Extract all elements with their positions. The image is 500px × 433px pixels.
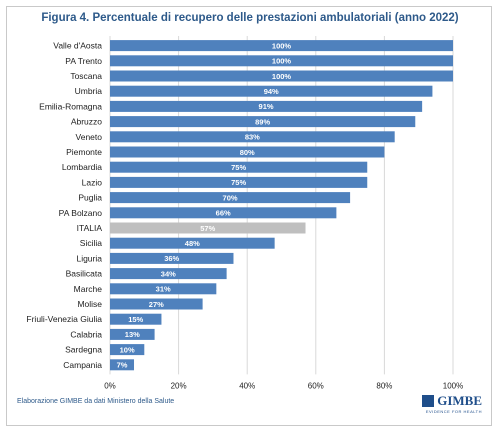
bar: [110, 359, 135, 371]
x-tick-label: 100%: [443, 381, 463, 390]
value-label: 83%: [245, 133, 260, 142]
value-label: 100%: [272, 41, 292, 50]
category-label: Toscana: [70, 71, 102, 81]
gimbe-logo: GIMBE EVIDENCE FOR HEALTH: [422, 392, 482, 414]
category-label: Friuli-Venezia Giulia: [26, 314, 102, 324]
bar: [110, 116, 416, 128]
bar: [110, 313, 162, 325]
value-label: 7%: [117, 361, 128, 370]
value-label: 36%: [164, 254, 179, 263]
logo-mark-icon: [422, 394, 435, 407]
category-label: Sicilia: [80, 238, 102, 248]
bar: [110, 55, 453, 67]
bar: [110, 70, 453, 82]
bar: [110, 161, 368, 173]
x-tick-label: 20%: [171, 381, 187, 390]
x-tick-label: 0%: [104, 381, 116, 390]
bar: [110, 192, 351, 204]
value-label: 80%: [240, 148, 255, 157]
bar: [110, 344, 145, 356]
category-label: Calabria: [70, 329, 102, 339]
bar: [110, 176, 368, 188]
value-label: 89%: [255, 117, 270, 126]
category-label: Lombardia: [62, 162, 102, 172]
category-label: Lazio: [82, 177, 103, 187]
x-tick-label: 80%: [376, 381, 392, 390]
bar: [110, 283, 217, 295]
value-label: 34%: [161, 269, 176, 278]
category-label: PA Trento: [65, 56, 102, 66]
value-label: 48%: [185, 239, 200, 248]
value-label: 15%: [128, 315, 143, 324]
source-note: Elaborazione GIMBE da dati Ministero del…: [17, 398, 175, 405]
value-label: 27%: [149, 300, 164, 309]
category-label: Valle d'Aosta: [53, 41, 102, 51]
category-label: Basilicata: [66, 269, 103, 279]
bar-chart: Valle d'Aosta 100% PA Trento 100% Toscana 100…: [26, 36, 463, 390]
category-label: Puglia: [78, 193, 102, 203]
category-label: ITALIA: [77, 223, 103, 233]
value-label: 10%: [120, 345, 135, 354]
value-label: 66%: [216, 209, 231, 218]
value-label: 100%: [272, 57, 292, 66]
value-label: 75%: [231, 178, 246, 187]
category-label: Sardegna: [65, 345, 102, 355]
bar: [110, 146, 385, 158]
value-label: 94%: [264, 87, 279, 96]
bar: [110, 298, 203, 310]
value-label: 31%: [156, 285, 171, 294]
category-label: Campania: [63, 360, 102, 370]
category-label: Liguria: [76, 253, 102, 263]
category-label: Abruzzo: [71, 117, 102, 127]
logo-name: GIMBE: [437, 392, 482, 408]
bar: [110, 85, 433, 97]
chart-title: Figura 4. Percentuale di recupero delle …: [41, 12, 459, 24]
bar: [110, 131, 395, 143]
x-tick-label: 40%: [239, 381, 255, 390]
category-label: Marche: [74, 284, 103, 294]
value-label: 70%: [223, 193, 238, 202]
category-label: Molise: [77, 299, 102, 309]
value-label: 91%: [259, 102, 274, 111]
category-label: Piemonte: [66, 147, 102, 157]
bar: [110, 207, 337, 219]
x-tick-label: 60%: [308, 381, 324, 390]
bar: [110, 222, 306, 234]
logo-tagline: EVIDENCE FOR HEALTH: [425, 409, 482, 414]
value-label: 100%: [272, 72, 292, 81]
category-label: Veneto: [76, 132, 103, 142]
value-label: 75%: [231, 163, 246, 172]
bar: [110, 237, 275, 249]
bar: [110, 328, 155, 340]
value-label: 57%: [200, 224, 215, 233]
bar: [110, 268, 227, 280]
category-label: Umbria: [75, 86, 103, 96]
bar: [110, 252, 234, 264]
category-label: PA Bolzano: [59, 208, 103, 218]
value-label: 13%: [125, 330, 140, 339]
bar: [110, 40, 453, 52]
category-label: Emilia-Romagna: [39, 101, 102, 111]
bar: [110, 100, 423, 112]
